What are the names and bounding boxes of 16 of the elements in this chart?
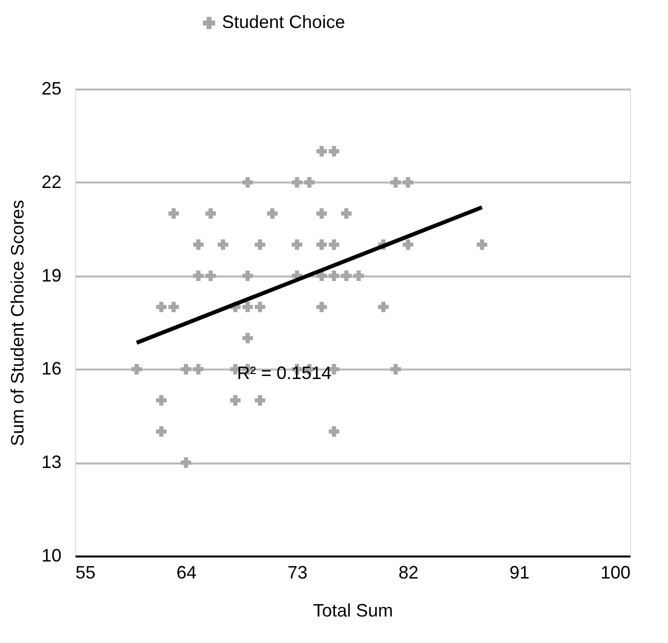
legend-label: Student Choice <box>222 12 346 32</box>
y-tick-label: 19 <box>41 265 62 286</box>
y-tick-label: 10 <box>41 546 62 566</box>
annotation: R² = 0.1514 <box>237 363 332 383</box>
y-axis-title: Sum of Student Choice Scores <box>7 200 28 446</box>
y-tick-label: 16 <box>41 358 62 379</box>
x-tick-label: 82 <box>398 562 419 582</box>
x-axis-title: Total Sum <box>312 600 394 620</box>
y-tick-label: 22 <box>41 172 62 192</box>
x-tick-label: 55 <box>76 562 96 582</box>
x-tick-label: 100 <box>600 562 630 582</box>
x-tick-label: 91 <box>509 562 530 582</box>
x-tick-label: 64 <box>176 562 197 582</box>
y-tick-label: 25 <box>41 78 62 98</box>
y-tick-label: 13 <box>41 452 62 472</box>
x-tick-label: 73 <box>287 562 308 582</box>
